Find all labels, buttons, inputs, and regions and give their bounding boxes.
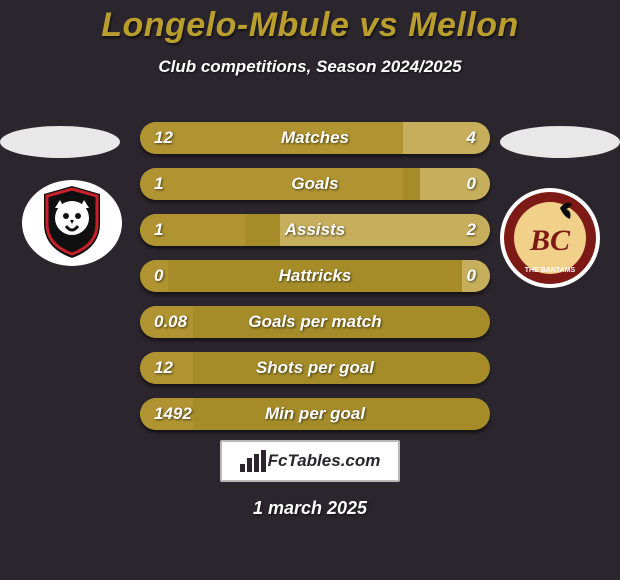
- date-label: 1 march 2025: [0, 498, 620, 519]
- stat-value-right: 0: [467, 174, 476, 194]
- stat-row: Hattricks0 0: [140, 260, 490, 292]
- team-left-logo: [22, 180, 122, 266]
- stat-label: Goals per match: [140, 312, 490, 332]
- ellipse-right: [500, 126, 620, 158]
- stat-row: Assists1 2: [140, 214, 490, 246]
- fctables-logo: FcTables.com: [220, 440, 400, 482]
- stat-row: Min per goal1492: [140, 398, 490, 430]
- chart-icon: [240, 450, 264, 472]
- stat-row: Matches12 4: [140, 122, 490, 154]
- stat-value-right: 2: [467, 220, 476, 240]
- stat-label: Min per goal: [140, 404, 490, 424]
- subtitle: Club competitions, Season 2024/2025: [0, 57, 620, 77]
- salford-shield-icon: [40, 184, 104, 260]
- stat-label: Assists: [140, 220, 490, 240]
- stat-value-left: 1492: [154, 404, 192, 424]
- stat-label: Matches: [140, 128, 490, 148]
- ellipse-left: [0, 126, 120, 158]
- stat-row: Goals per match0.08: [140, 306, 490, 338]
- stat-value-left: 0: [154, 266, 163, 286]
- stat-value-left: 1: [154, 174, 163, 194]
- stat-row: Shots per goal12: [140, 352, 490, 384]
- stat-value-right: 4: [467, 128, 476, 148]
- stat-label: Shots per goal: [140, 358, 490, 378]
- stat-label: Goals: [140, 174, 490, 194]
- svg-text:BC: BC: [529, 224, 571, 257]
- stat-value-left: 0.08: [154, 312, 187, 332]
- page-title: Longelo-Mbule vs Mellon: [0, 6, 620, 45]
- stats-bars: Matches124Goals10Assists12Hattricks00Goa…: [140, 122, 490, 444]
- stat-value-right: 0: [467, 266, 476, 286]
- stat-value-left: 12: [154, 358, 173, 378]
- stat-label: Hattricks: [140, 266, 490, 286]
- bradford-crest-icon: BC THE BANTAMS: [502, 190, 598, 286]
- fctables-text: FcTables.com: [268, 451, 381, 471]
- stat-value-left: 1: [154, 220, 163, 240]
- stat-row: Goals1 0: [140, 168, 490, 200]
- svg-text:THE BANTAMS: THE BANTAMS: [525, 267, 576, 274]
- team-right-logo: BC THE BANTAMS: [500, 188, 600, 288]
- stat-value-left: 12: [154, 128, 173, 148]
